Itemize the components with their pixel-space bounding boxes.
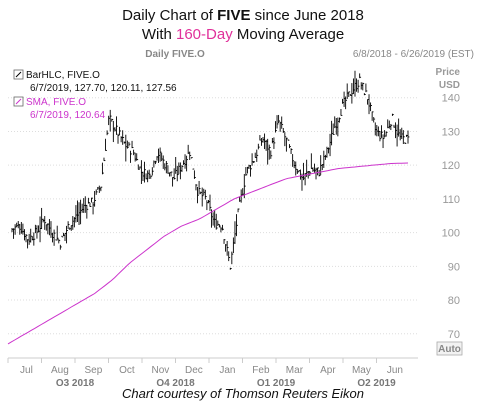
y-tick-label: 110 xyxy=(442,194,460,206)
chart-name: Daily FIVE.O xyxy=(145,49,205,60)
legend-bar-values: 6/7/2019, 127.70, 120.11, 127.56 xyxy=(30,83,177,94)
y-tick-label: 120 xyxy=(442,160,460,172)
x-tick-label: Mar xyxy=(286,365,304,376)
x-tick-label: Dec xyxy=(185,365,203,376)
legend-bar-label: BarHLC, FIVE.O xyxy=(26,70,100,81)
subtitle-highlight: 160-Day xyxy=(176,26,233,43)
y-axis-title-1: Price xyxy=(436,67,461,78)
x-quarter-label: Q3 2018 xyxy=(56,378,95,386)
auto-button[interactable]: Auto xyxy=(436,341,463,356)
legend-bar-icon-mark xyxy=(15,71,22,78)
y-tick-label: 130 xyxy=(442,126,460,138)
legend-sma-values: 6/7/2019, 120.64 xyxy=(30,110,106,121)
subtitle-prefix: With xyxy=(141,26,176,43)
sma-line xyxy=(7,162,409,345)
y-axis-title-2: USD xyxy=(439,80,460,91)
x-tick-label: Nov xyxy=(152,365,170,376)
subtitle-suffix: Moving Average xyxy=(232,26,345,43)
legend-sma-icon-mark xyxy=(15,98,22,105)
x-tick-label: Apr xyxy=(320,365,336,376)
price-chart: Daily FIVE.O 6/8/2018 - 6/26/2019 (EST) … xyxy=(7,49,474,386)
grid-lines xyxy=(8,97,418,335)
title-ticker: FIVE xyxy=(217,7,251,24)
y-tick-label: 90 xyxy=(448,261,460,273)
y-tick-label: 80 xyxy=(448,295,460,307)
x-tick-label: Aug xyxy=(51,365,69,376)
y-tick-label: 70 xyxy=(448,329,460,341)
auto-button-frame[interactable] xyxy=(436,341,463,356)
title-line-1: Daily Chart of FIVE since June 2018 xyxy=(0,6,486,25)
x-quarter-label: Q2 2019 xyxy=(357,378,396,386)
y-tick-label: 140 xyxy=(442,93,460,105)
y-axis: 70 80 90 100 110 120 130 140 xyxy=(442,93,460,341)
legend: BarHLC, FIVE.O 6/7/2019, 127.70, 120.11,… xyxy=(13,69,177,121)
x-tick-label: Jun xyxy=(387,365,403,376)
price-bars xyxy=(11,70,410,270)
x-tick-label: May xyxy=(352,365,371,376)
x-quarter-label: Q1 2019 xyxy=(257,378,296,386)
date-range: 6/8/2018 - 6/26/2019 (EST) xyxy=(353,49,474,60)
chart-caption: Chart courtesy of Thomson Reuters Eikon xyxy=(121,386,365,401)
legend-sma-label: SMA, FIVE.O xyxy=(26,97,86,108)
title-line-2: With 160-Day Moving Average xyxy=(0,25,486,44)
x-tick-label: Jul xyxy=(20,365,33,376)
x-tick-label: Oct xyxy=(119,365,135,376)
x-axis: Jul Aug Sep Oct Nov Dec Jan Feb Mar Apr May Jun Q3 2… xyxy=(7,357,418,386)
x-tick-label: Feb xyxy=(252,365,270,376)
chart-title-block: Daily Chart of FIVE since June 2018 With… xyxy=(0,6,486,44)
title-prefix: Daily Chart of xyxy=(122,7,218,24)
auto-button-label[interactable]: Auto xyxy=(438,344,461,355)
title-suffix: since June 2018 xyxy=(250,7,364,24)
x-tick-label: Sep xyxy=(85,365,103,376)
y-tick-label: 100 xyxy=(442,228,460,240)
x-quarter-label: Q4 2018 xyxy=(156,378,195,386)
x-tick-label: Jan xyxy=(219,365,235,376)
